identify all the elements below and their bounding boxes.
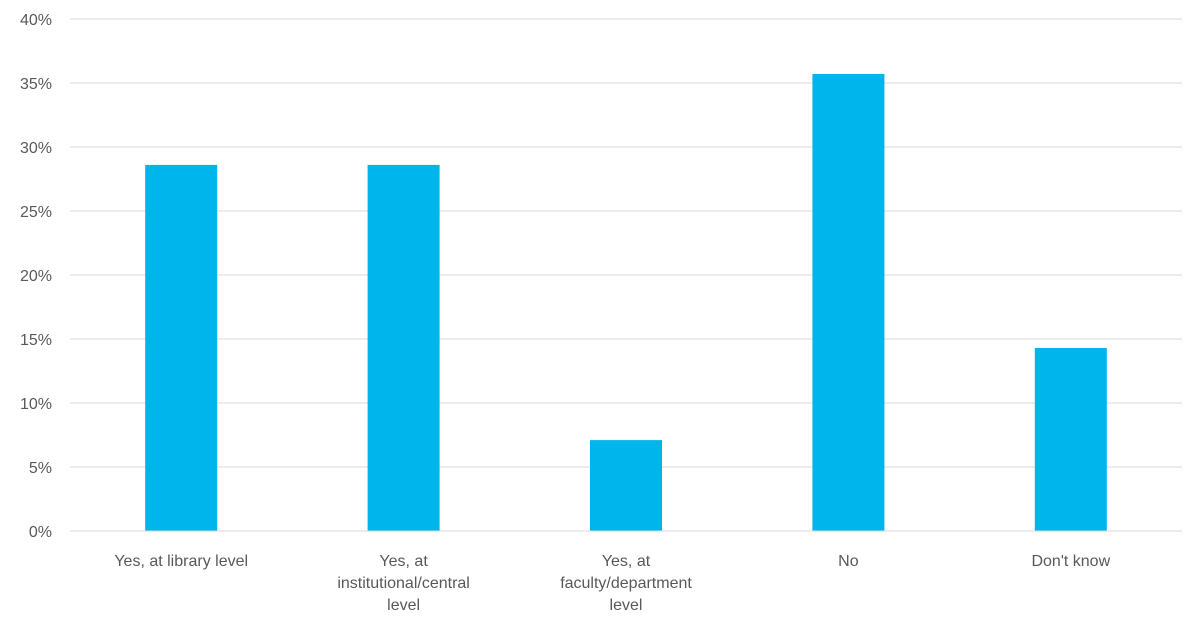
bar-3 (812, 74, 885, 531)
x-category-label-line: level (387, 597, 420, 614)
y-tick-label: 40% (20, 12, 52, 29)
gridlines (70, 18, 1182, 468)
x-category-label-line: Yes, at (379, 553, 428, 570)
x-category-label-line: institutional/central (337, 575, 470, 592)
y-tick-label: 5% (29, 460, 52, 477)
bar-2 (590, 440, 662, 531)
x-category-label: Yes, at library level (114, 553, 248, 570)
bar-4 (1034, 347, 1107, 531)
y-tick-label: 25% (20, 204, 52, 221)
y-tick-label: 30% (20, 140, 52, 157)
y-tick-label: 15% (20, 332, 52, 349)
bars (145, 74, 1107, 532)
x-axis-category-labels: Yes, at library level Yes, at institutiona… (114, 553, 1110, 614)
y-tick-label: 20% (20, 268, 52, 285)
y-tick-label: 35% (20, 76, 52, 93)
x-category-label-line: No (838, 553, 859, 570)
y-axis-tick-labels: 0% 5% 10% 15% 20% 25% 30% 35% 40% (20, 12, 52, 541)
bar-0 (145, 164, 218, 532)
x-category-label-line: Yes, at (602, 553, 651, 570)
x-category-label-line: Don't know (1031, 553, 1110, 570)
x-category-label-line: faculty/department (560, 575, 692, 592)
y-tick-label: 0% (29, 524, 52, 541)
x-category-label-line: Yes, at library level (114, 553, 248, 570)
x-category-label: No (838, 553, 859, 570)
x-category-label: Yes, at institutional/central level (337, 553, 470, 614)
x-category-label: Yes, at faculty/department level (560, 553, 692, 614)
x-category-label: Don't know (1031, 553, 1110, 570)
y-tick-label: 10% (20, 396, 52, 413)
bar-1 (367, 164, 440, 532)
x-category-label-line: level (610, 597, 643, 614)
